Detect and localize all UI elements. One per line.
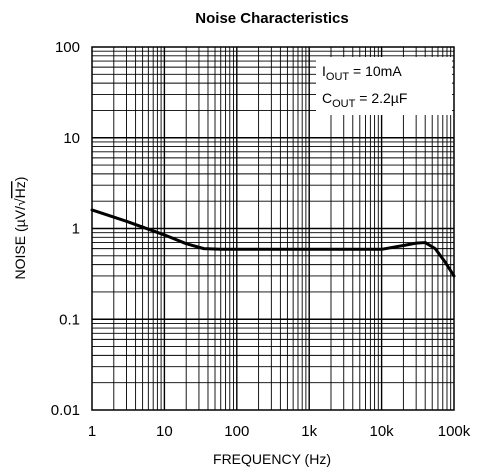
plot-grid (92, 47, 454, 410)
y-tick-label: 10 (63, 130, 80, 147)
x-tick-label: 1 (88, 423, 96, 440)
x-tick-label: 1k (301, 423, 317, 440)
annotation-rest: = 2.2µF (355, 90, 407, 106)
series-group (90, 208, 456, 278)
y-tick-label: 1 (72, 221, 80, 238)
x-axis-label: FREQUENCY (Hz) (213, 451, 331, 467)
y-axis-label: NOISE (µV/√Hz) (12, 177, 28, 280)
x-tick-label: 100 (224, 423, 249, 440)
chart-title: Noise Characteristics (195, 10, 348, 27)
annotation-rest: = 10mA (349, 63, 402, 79)
annotation-background (316, 57, 452, 115)
y-label-radicand: Hz (12, 181, 28, 198)
x-tick-label: 10 (156, 423, 173, 440)
y-label-sqrt: √ (12, 198, 28, 206)
y-tick-label: 100 (55, 39, 80, 56)
y-label-mu: µ (12, 219, 28, 227)
y-tick-labels: 0.01 0.1 1 10 100 (51, 39, 80, 419)
annotation-label: COUT = 2.2µF (322, 90, 407, 110)
annotation-main: I (322, 63, 326, 79)
x-tick-label: 100k (438, 423, 471, 440)
y-label-suffix: ) (12, 177, 28, 182)
x-tick-labels: 1 10 100 1k 10k 100k (88, 423, 471, 440)
plot-frame (91, 46, 455, 411)
y-tick-label: 0.1 (59, 311, 80, 328)
y-axis-label-text: NOISE (µV/√Hz) (12, 177, 28, 280)
annotation-subscript: OUT (326, 71, 350, 83)
annotation-main: C (322, 90, 332, 106)
noise-curve (90, 208, 456, 278)
x-tick-label: 10k (370, 423, 395, 440)
annotation-label: IOUT = 10mA (322, 63, 402, 83)
y-label-unit: V/ (12, 206, 28, 219)
y-tick-label: 0.01 (51, 402, 80, 419)
y-label-prefix: NOISE ( (12, 227, 28, 279)
annotation-subscript: OUT (332, 98, 356, 110)
